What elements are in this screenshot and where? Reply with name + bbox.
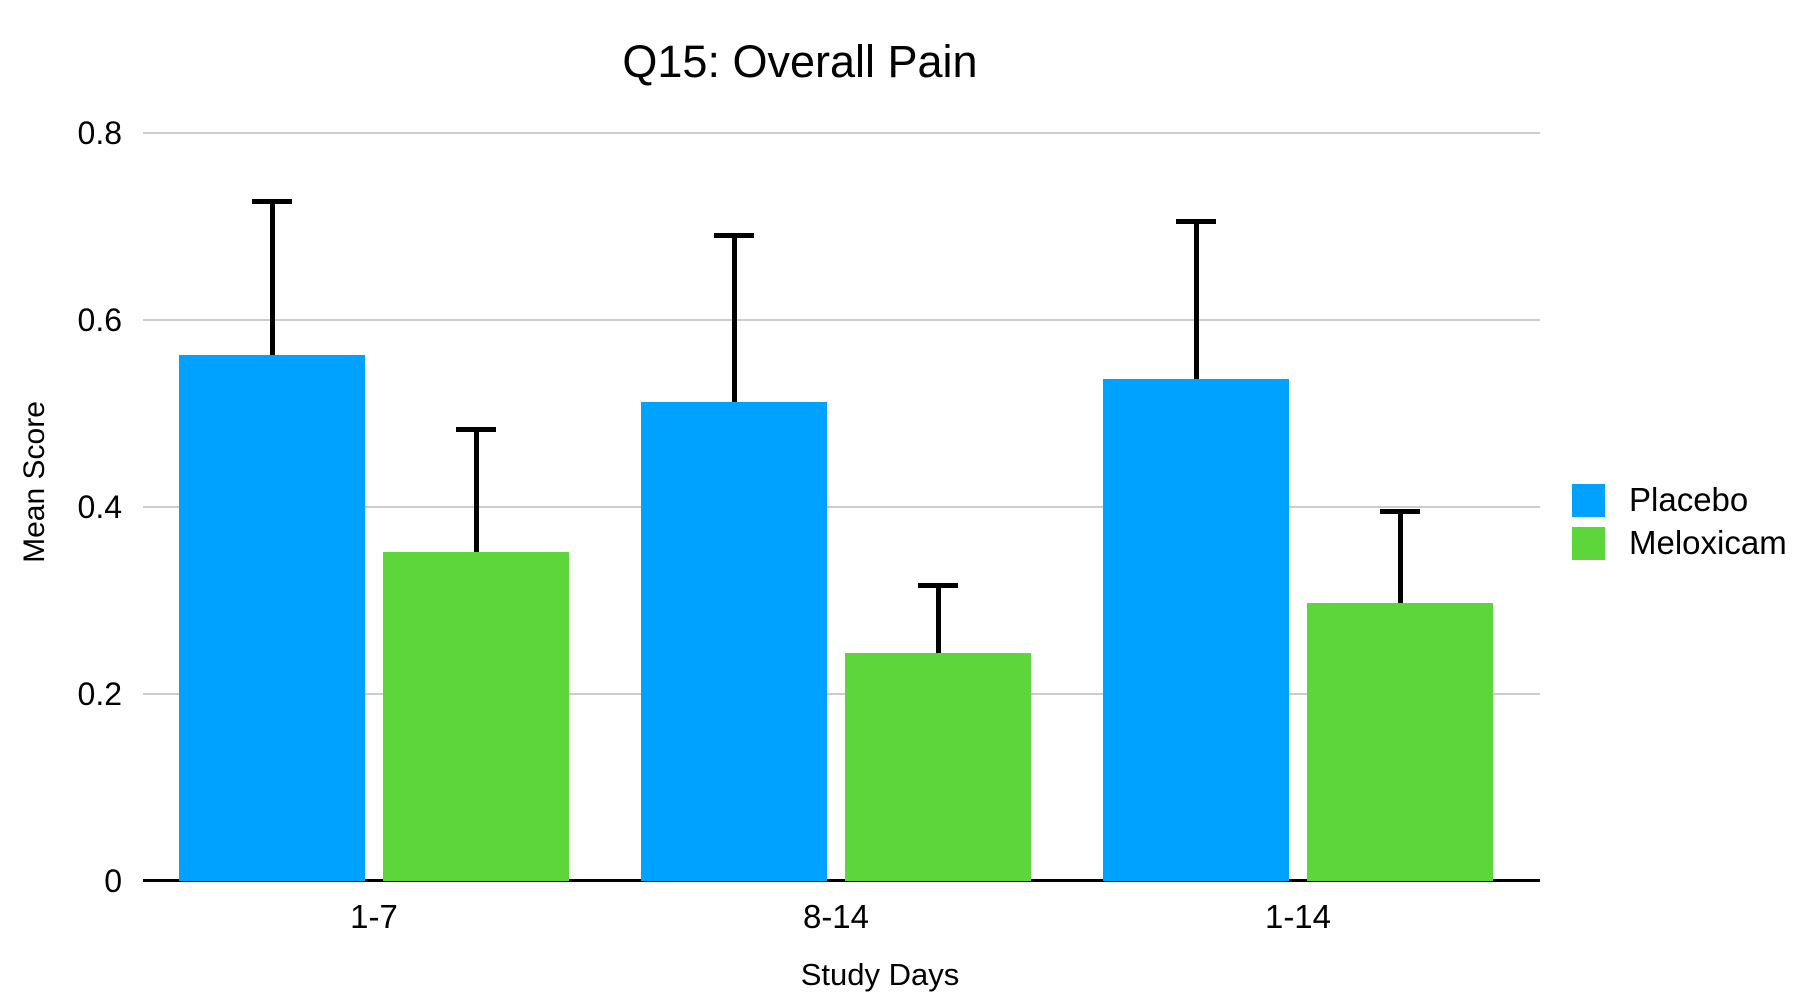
error-bar-placebo-1-7 — [269, 199, 275, 355]
y-tick-label-0.2: 0.2 — [77, 676, 122, 712]
bar-placebo-8-14 — [641, 402, 827, 881]
error-bar-cap-meloxicam-1-14 — [1380, 508, 1420, 514]
bar-placebo-1-14 — [1103, 378, 1289, 881]
legend-item-meloxicam: Meloxicam — [1572, 524, 1787, 562]
y-tick-label-0.4: 0.4 — [77, 489, 122, 525]
y-tick-label-0.8: 0.8 — [77, 115, 122, 151]
legend-swatch-meloxicam — [1572, 526, 1605, 560]
gridline-y-0.6 — [143, 319, 1540, 321]
y-tick-label-0: 0 — [104, 863, 122, 899]
gridline-y-0.2 — [143, 693, 1540, 695]
error-bar-cap-placebo-8-14 — [714, 233, 754, 239]
error-bar-cap-placebo-1-14 — [1176, 219, 1216, 225]
x-tick-label-1-14: 1-14 — [1264, 898, 1332, 935]
plot-area — [143, 132, 1540, 882]
bar-meloxicam-1-7 — [383, 551, 569, 881]
error-bar-cap-placebo-1-7 — [252, 199, 292, 205]
legend-swatch-placebo — [1572, 483, 1605, 517]
error-bar-placebo-1-14 — [1193, 219, 1199, 379]
error-bar-meloxicam-8-14 — [935, 582, 941, 653]
x-tick-label-1-7: 1-7 — [350, 898, 398, 935]
bar-meloxicam-1-14 — [1307, 603, 1493, 881]
chart-title: Q15: Overall Pain — [622, 36, 978, 87]
error-bar-cap-meloxicam-1-7 — [456, 426, 496, 432]
error-bar-cap-meloxicam-8-14 — [918, 582, 958, 588]
gridline-y-0.4 — [143, 506, 1540, 508]
gridline-y-0.8 — [143, 132, 1540, 134]
bar-chart: Q15: Overall Pain Mean Score 0 0.2 0.4 0.6 0… — [18, 36, 1787, 992]
legend-label-meloxicam: Meloxicam — [1629, 524, 1787, 561]
bar-meloxicam-8-14 — [845, 652, 1031, 881]
bar-placebo-1-7 — [179, 354, 365, 881]
error-bar-placebo-8-14 — [731, 233, 737, 403]
error-bar-meloxicam-1-7 — [473, 426, 479, 552]
y-tick-label-0.6: 0.6 — [77, 302, 122, 338]
legend: Placebo Meloxicam — [1572, 481, 1787, 567]
x-axis-baseline — [143, 879, 1540, 882]
x-axis-title: Study Days — [800, 957, 960, 992]
x-tick-label-8-14: 8-14 — [802, 898, 870, 935]
error-bar-meloxicam-1-14 — [1397, 508, 1403, 604]
legend-item-placebo: Placebo — [1572, 481, 1787, 519]
legend-label-placebo: Placebo — [1629, 481, 1749, 518]
